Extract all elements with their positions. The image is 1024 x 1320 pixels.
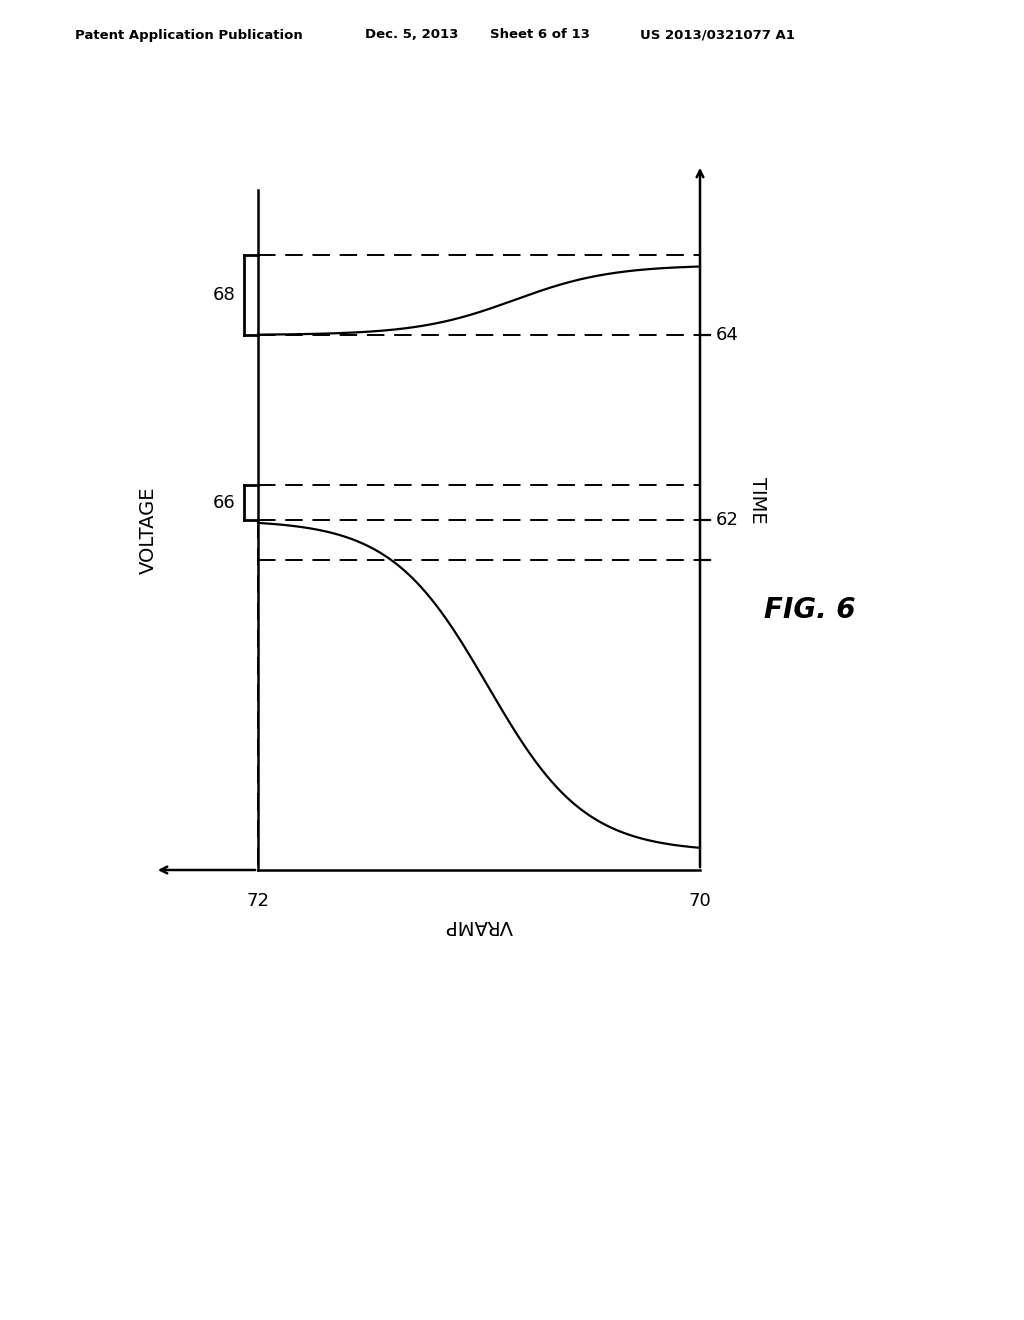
Text: VRAMP: VRAMP <box>445 916 513 935</box>
Text: FIG. 6: FIG. 6 <box>764 597 856 624</box>
Text: VOLTAGE: VOLTAGE <box>138 486 158 574</box>
Text: 62: 62 <box>716 511 739 529</box>
Text: 72: 72 <box>247 892 269 909</box>
Text: TIME: TIME <box>749 477 768 523</box>
Text: Dec. 5, 2013: Dec. 5, 2013 <box>365 29 459 41</box>
Text: Patent Application Publication: Patent Application Publication <box>75 29 303 41</box>
Text: 66: 66 <box>213 494 236 511</box>
Text: 68: 68 <box>213 286 236 304</box>
Text: 70: 70 <box>688 892 712 909</box>
Text: Sheet 6 of 13: Sheet 6 of 13 <box>490 29 590 41</box>
Text: 64: 64 <box>716 326 739 345</box>
Text: US 2013/0321077 A1: US 2013/0321077 A1 <box>640 29 795 41</box>
